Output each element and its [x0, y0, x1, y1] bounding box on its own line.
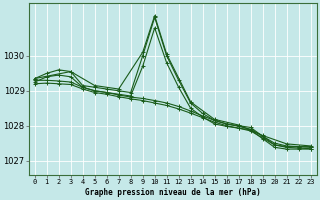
X-axis label: Graphe pression niveau de la mer (hPa): Graphe pression niveau de la mer (hPa) [85, 188, 260, 197]
